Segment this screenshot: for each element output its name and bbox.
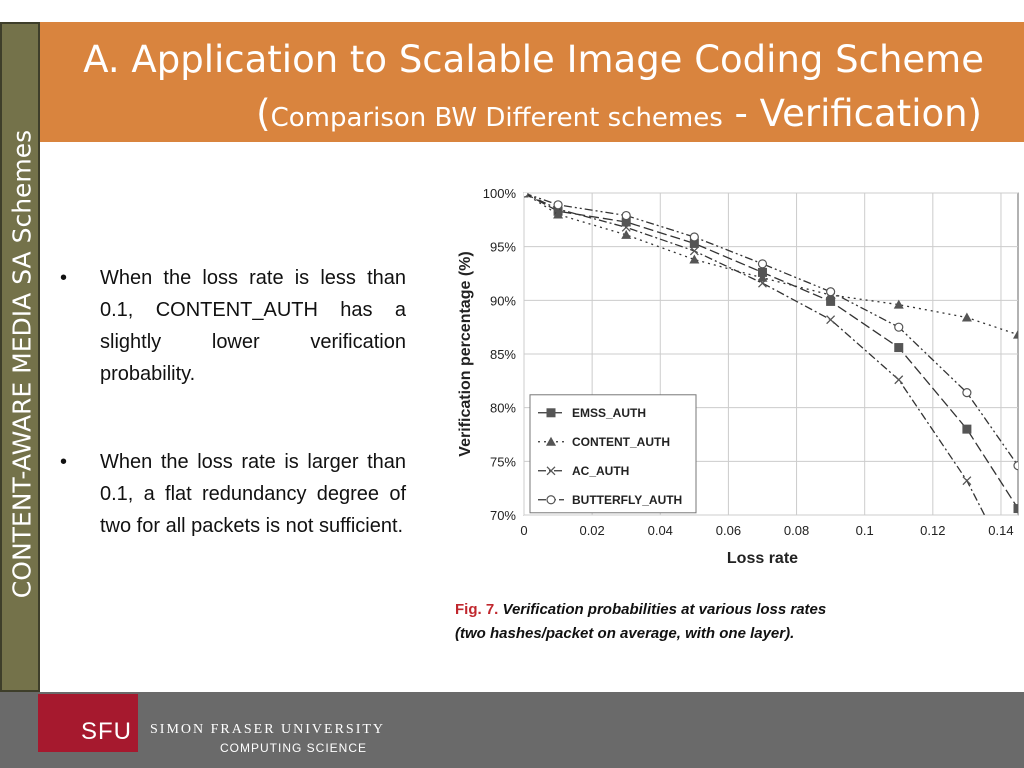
data-point-circle (524, 193, 529, 198)
sidebar-band: CONTENT-AWARE MEDIA SA Schemes (0, 22, 40, 692)
data-point-triangle (553, 209, 564, 219)
x-tick-label: 0.08 (784, 523, 809, 538)
verification-chart: 0 0.02 0.04 0.06 0.08 0.1 0.12 0.14 70% 75% 80% 85%… (450, 178, 1024, 608)
data-point-triangle (893, 299, 904, 309)
x-tick-label: 0.12 (920, 523, 945, 538)
data-point-triangle (1013, 329, 1018, 339)
logo-text: SFU (81, 718, 132, 745)
sidebar-label: CONTENT-AWARE MEDIA SA Schemes (7, 129, 37, 599)
x-tick-label: 0.1 (856, 523, 874, 538)
subtitle-rest-text: - Verification) (722, 92, 982, 135)
data-point-triangle (546, 436, 556, 446)
legend-label: CONTENT_AUTH (572, 435, 670, 449)
y-tick-label: 95% (490, 240, 516, 255)
x-tick-label: 0.02 (579, 523, 604, 538)
legend-label: BUTTERFLY_AUTH (572, 493, 682, 507)
chart-svg: 0 0.02 0.04 0.06 0.08 0.1 0.12 0.14 70% 75% 80% 85%… (457, 186, 1019, 567)
university-name: SIMON FRASER UNIVERSITY (150, 722, 386, 737)
legend-label: EMSS_AUTH (572, 406, 646, 420)
data-point-circle (546, 495, 556, 505)
data-point-x (689, 246, 699, 256)
subtitle-open-paren: ( (256, 92, 271, 135)
data-point-x (826, 315, 836, 325)
caption-text-1: Verification probabilities at various lo… (498, 601, 827, 618)
data-point-square (621, 217, 631, 227)
data-point-square (962, 424, 972, 434)
y-tick-label: 90% (490, 293, 516, 308)
title-header: A. Application to Scalable Image Coding … (40, 22, 1024, 142)
data-point-x (758, 278, 767, 288)
data-point-circle (621, 210, 631, 221)
series-line (524, 193, 1018, 466)
slide-subtitle: (Comparison BW Different schemes - Verif… (256, 92, 982, 135)
data-point-square (1013, 504, 1018, 514)
x-tick-label: 0.14 (988, 523, 1013, 538)
data-point-x (546, 466, 556, 476)
bullet-dot-icon: • (60, 267, 68, 289)
legend-entry: EMSS_AUTH (538, 406, 646, 420)
figure-caption: Fig. 7. Verification probabilities at va… (455, 598, 826, 646)
data-point-triangle (621, 229, 632, 239)
caption-line-1: Fig. 7. Verification probabilities at va… (455, 598, 826, 622)
y-axis-label: Verification percentage (%) (457, 251, 474, 456)
data-point-x (962, 476, 972, 486)
data-point-square (757, 267, 767, 277)
legend-box (529, 394, 697, 514)
data-point-circle (962, 388, 972, 398)
caption-text-2: (two hashes/packet on average, with one … (455, 625, 795, 642)
department-name: COMPUTING SCIENCE (220, 741, 368, 755)
series-butterfly_auth (524, 193, 1018, 471)
y-tick-label: 75% (490, 454, 516, 469)
y-tick-label: 70% (490, 508, 516, 523)
subtitle-small-text: Comparison BW Different schemes (270, 103, 723, 133)
x-axis-label: Loss rate (727, 550, 798, 567)
data-point-triangle (961, 312, 972, 322)
x-tick-label: 0.06 (716, 523, 741, 538)
legend-label: AC_AUTH (572, 464, 629, 478)
data-point-square (826, 296, 836, 306)
data-point-square (894, 343, 904, 353)
bullet-item: • When the loss rate is larger than 0.1, … (60, 446, 406, 542)
data-point-circle (553, 200, 563, 210)
data-point-square (689, 238, 699, 248)
bullet-text: When the loss rate is larger than 0.1, a… (100, 451, 406, 537)
slide-title: A. Application to Scalable Image Coding … (83, 38, 984, 81)
y-tick-label: 100% (483, 186, 517, 201)
bullet-item: • When the loss rate is less than 0.1, CO… (60, 262, 406, 390)
figure-label: Fig. 7. (455, 601, 499, 618)
series-line (524, 193, 1018, 336)
x-tick-label: 0.04 (648, 523, 673, 538)
data-point-x (621, 222, 631, 232)
data-point-x (894, 375, 904, 385)
footer-bar: SIMON FRASER UNIVERSITY COMPUTING SCIENC… (0, 692, 1024, 768)
data-point-circle (757, 259, 768, 269)
bullet-text: When the loss rate is less than 0.1, CON… (100, 267, 406, 385)
y-tick-label: 85% (490, 347, 516, 362)
data-point-circle (826, 287, 836, 297)
data-point-circle (894, 322, 904, 332)
legend-entry: BUTTERFLY_AUTH (538, 493, 682, 507)
sfu-logo: SFU (38, 694, 138, 752)
bullet-list: • When the loss rate is less than 0.1, CO… (60, 262, 406, 542)
legend-entry: AC_AUTH (538, 464, 629, 478)
data-point-triangle (689, 254, 700, 264)
legend-entry: CONTENT_AUTH (538, 435, 670, 449)
bullet-dot-icon: • (60, 451, 68, 473)
x-tick-label: 0 (520, 523, 527, 538)
data-point-circle (1013, 461, 1018, 471)
data-point-circle (689, 232, 699, 242)
data-point-triangle (757, 272, 768, 282)
data-point-square (546, 408, 556, 418)
y-tick-label: 80% (490, 401, 516, 416)
